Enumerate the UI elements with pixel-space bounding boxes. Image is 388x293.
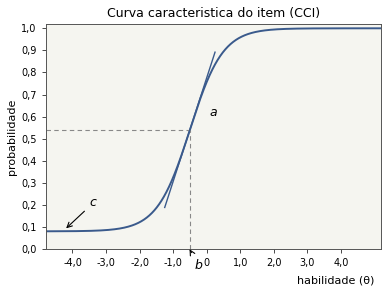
Text: $b$: $b$ — [190, 250, 203, 272]
Text: habilidade (θ): habilidade (θ) — [297, 276, 374, 286]
Y-axis label: probabilidade: probabilidade — [7, 98, 17, 175]
Title: Curva caracteristica do item (CCI): Curva caracteristica do item (CCI) — [107, 7, 320, 20]
Text: a: a — [209, 106, 217, 119]
Text: $c$: $c$ — [67, 196, 98, 227]
